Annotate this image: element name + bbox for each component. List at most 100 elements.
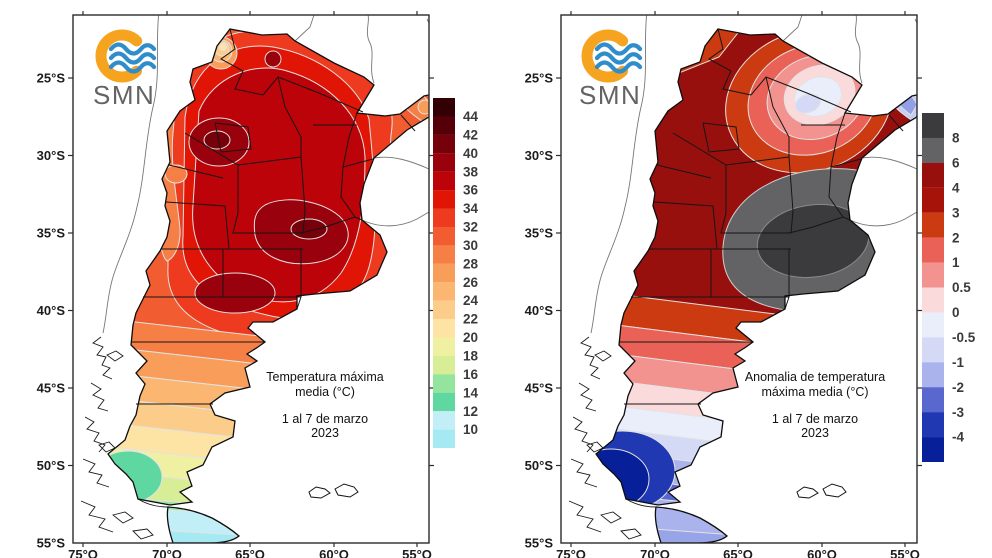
lat-label: 45°S bbox=[37, 381, 66, 396]
colorbar-band bbox=[922, 237, 944, 263]
colorbar-band bbox=[922, 437, 944, 462]
smn-logo bbox=[101, 35, 154, 77]
colorbar-band bbox=[433, 337, 455, 356]
lon-label: 60°O bbox=[807, 547, 837, 558]
lat-label: 25°S bbox=[525, 71, 554, 86]
colorbar-label: 26 bbox=[463, 275, 479, 290]
colorbar-band bbox=[433, 392, 455, 412]
colorbar-band bbox=[922, 113, 944, 138]
lon-label: 75°O bbox=[556, 547, 586, 558]
colorbar-label: -0.5 bbox=[952, 330, 976, 345]
colorbar-band bbox=[922, 212, 944, 238]
colorbar-label: 0.5 bbox=[952, 280, 971, 295]
colorbar-band bbox=[433, 226, 455, 246]
colorbar-band bbox=[433, 355, 455, 375]
colorbar-label: 20 bbox=[463, 330, 478, 345]
colorbar-label: 40 bbox=[463, 146, 478, 161]
lat-label: 35°S bbox=[525, 226, 554, 241]
right-map-period-line1: 1 al 7 de marzo bbox=[772, 412, 858, 426]
lon-label: 75°O bbox=[68, 547, 98, 558]
colorbar-band bbox=[433, 319, 455, 338]
colorbar-label: 32 bbox=[463, 220, 478, 235]
colorbar-label: 6 bbox=[952, 156, 960, 171]
malvinas-islands bbox=[796, 483, 847, 499]
colorbar-label: 1 bbox=[952, 255, 960, 270]
colorbar-band bbox=[922, 187, 944, 213]
lat-label: 40°S bbox=[37, 303, 66, 318]
lat-label: 55°S bbox=[37, 536, 66, 551]
colorbar-label: 10 bbox=[463, 422, 478, 437]
right-map-title-line2: máxima media (°C) bbox=[761, 385, 868, 399]
colorbar-band bbox=[433, 116, 455, 135]
right-map-period-line2: 2023 bbox=[801, 426, 829, 440]
colorbar-label: 24 bbox=[463, 293, 479, 308]
left-map-frame bbox=[72, 14, 430, 544]
colorbar-band bbox=[433, 245, 455, 264]
colorbar-label: 2 bbox=[952, 230, 960, 245]
colorbar-band bbox=[433, 208, 455, 228]
lat-label: 50°S bbox=[37, 458, 66, 473]
colorbar-label: 4 bbox=[952, 180, 960, 195]
smn-logo bbox=[587, 35, 640, 77]
left-map-period-line2: 2023 bbox=[311, 426, 339, 440]
colorbar-band bbox=[433, 171, 455, 191]
colorbar-label: 34 bbox=[463, 201, 479, 216]
colorbar-label: 16 bbox=[463, 367, 479, 382]
lon-label: 65°O bbox=[235, 547, 265, 558]
left-map-title-line1: Temperatura máxima bbox=[266, 370, 383, 384]
lat-label: 30°S bbox=[525, 148, 554, 163]
lon-label: 65°O bbox=[723, 547, 753, 558]
lat-label: 55°S bbox=[525, 536, 554, 551]
colorbar-band bbox=[433, 374, 455, 393]
colorbar-label: 28 bbox=[463, 256, 479, 271]
left-map-panel: SMN Temperatura máxima media (°C) 1 al 7… bbox=[37, 11, 434, 558]
left-map-lon-axis: 75°O 70°O 65°O 60°O 55°O bbox=[68, 547, 432, 558]
colorbar-label: -1 bbox=[952, 355, 964, 370]
lat-label: 40°S bbox=[525, 303, 554, 318]
colorbar-label: 36 bbox=[463, 183, 479, 198]
smn-logo-waves-icon bbox=[101, 35, 154, 77]
colorbar-band bbox=[433, 282, 455, 301]
right-map-panel: SMN Anomalia de temperatura máxima media… bbox=[525, 11, 922, 558]
colorbar-band bbox=[433, 263, 455, 283]
colorbar-band bbox=[433, 98, 455, 117]
left-map-title-line2: media (°C) bbox=[295, 385, 355, 399]
right-map-title-line1: Anomalia de temperatura bbox=[745, 370, 885, 384]
lon-label: 70°O bbox=[152, 547, 182, 558]
colorbar-label: 30 bbox=[463, 238, 478, 253]
malvinas-islands bbox=[308, 483, 359, 499]
colorbar-label: -3 bbox=[952, 405, 964, 420]
right-map-frame bbox=[560, 14, 918, 544]
colorbar-label: 44 bbox=[463, 109, 479, 124]
lat-label: 25°S bbox=[37, 71, 66, 86]
lat-label: 45°S bbox=[525, 381, 554, 396]
colorbar-label: 14 bbox=[463, 385, 479, 400]
colorbar-label: 42 bbox=[463, 128, 478, 143]
lon-label: 70°O bbox=[640, 547, 670, 558]
colorbar-band bbox=[922, 162, 944, 188]
lon-label: 55°O bbox=[402, 547, 432, 558]
left-map-lat-axis: 25°S 30°S 35°S 40°S 45°S 50°S 55°S bbox=[37, 71, 66, 551]
colorbar-label: 12 bbox=[463, 404, 478, 419]
colorbar-band bbox=[922, 137, 944, 163]
smn-logo-text: SMN bbox=[93, 80, 155, 110]
smn-logo-text: SMN bbox=[579, 80, 641, 110]
lat-label: 50°S bbox=[525, 458, 554, 473]
right-map-lat-axis: 25°S 30°S 35°S 40°S 45°S 50°S 55°S bbox=[525, 71, 554, 551]
colorbar-label: 3 bbox=[952, 205, 960, 220]
colorbar-label: 0 bbox=[952, 305, 960, 320]
left-map-period-line1: 1 al 7 de marzo bbox=[282, 412, 368, 426]
colorbar-label: 18 bbox=[463, 349, 479, 364]
smn-logo-waves-icon bbox=[587, 35, 640, 77]
colorbar-band bbox=[433, 153, 455, 172]
colorbar-band bbox=[922, 412, 944, 438]
colorbar-band bbox=[433, 429, 455, 448]
colorbar-band bbox=[922, 337, 944, 363]
left-map-ticks bbox=[68, 11, 434, 547]
colorbar-label: -4 bbox=[952, 430, 964, 445]
left-colorbar: 44 42 40 38 36 34 32 30 28 26 24 22 20 1… bbox=[433, 98, 479, 448]
colorbar-label: 22 bbox=[463, 312, 478, 327]
colorbar-band bbox=[922, 387, 944, 413]
